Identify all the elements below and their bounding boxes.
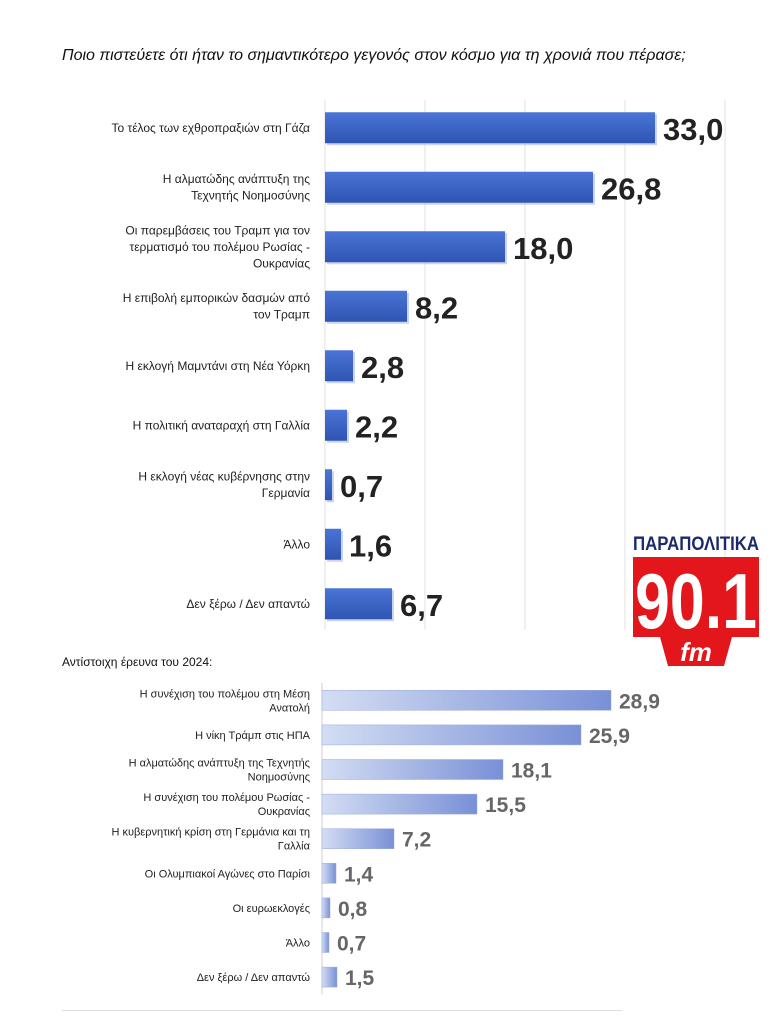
bar-2024 (321, 966, 338, 988)
value-label: 1,4 (344, 863, 374, 886)
value-label: 1,6 (349, 528, 392, 563)
category-label: Άλλο (286, 938, 310, 950)
category-label: Η κυβερνητική κρίση στη Γερμάνια και τη Γ… (111, 827, 310, 853)
category-label: Δεν ξέρω / Δεν απαντώ (197, 972, 311, 984)
chart-2025-category-labels: Το τέλος των εχθροπραξιών στη Γάζα Η αλμα… (111, 121, 310, 611)
bar-2024 (321, 932, 330, 953)
value-label: 18,1 (511, 760, 552, 783)
bottom-divider (62, 1010, 622, 1011)
value-label: 7,2 (402, 829, 431, 852)
bar-2024 (321, 759, 504, 780)
category-label: Η εκλογή Μαμντάνι στη Νέα Υόρκη (125, 359, 310, 373)
chart-2025-bars (325, 112, 657, 622)
category-label: Δεν ξέρω / Δεν απαντώ (186, 597, 310, 611)
value-label: 6,7 (400, 588, 443, 623)
bar-2025 (325, 171, 593, 203)
category-label: Η συνέχιση του πολέμου στη Μέση Ανατολή (140, 688, 310, 714)
chart-2024-bars (321, 690, 612, 988)
value-label: 2,8 (361, 350, 404, 385)
chart-2024-value-labels: 28,9 25,9 18,1 15,5 7,2 1,4 0,8 0,7 1,5 (337, 690, 660, 990)
category-label: Οι ευρωεκλογές (233, 903, 310, 915)
bar-2025 (325, 290, 407, 322)
category-label: Η εκλογή νέας κυβέρνησης στην Γερμανία (138, 470, 310, 501)
value-label: 0,7 (337, 933, 366, 956)
value-label: 28,9 (619, 690, 660, 713)
bar-2025 (325, 409, 347, 441)
category-label: Η πολιτική αναταραχή στη Γαλλία (133, 418, 310, 432)
bar-2025 (325, 469, 332, 501)
category-label: Η αλματώδης ανάπτυξη της Τεχνητής Νοημοσύ… (163, 172, 310, 203)
logo-number: 90.1 (635, 557, 757, 645)
value-label: 15,5 (485, 794, 526, 817)
category-label: Η συνέχιση του πολέμου Ρωσίας -Ουκρανίας (143, 792, 310, 818)
logo-red-block (633, 557, 759, 637)
chart-title: Ποιο πιστεύετε ότι ήταν το σημαντικότερο… (62, 47, 686, 64)
bar-2024 (321, 793, 478, 815)
chart-2025: Το τέλος των εχθροπραξιών στη Γάζα Η αλμα… (111, 100, 726, 630)
value-label: 2,2 (355, 409, 398, 444)
bar-2024 (321, 863, 337, 884)
category-label: Άλλο (283, 537, 310, 551)
value-label: 0,7 (340, 469, 383, 504)
bar-2024 (321, 828, 395, 849)
bar-2025 (325, 350, 353, 382)
logo-fm-tab (660, 637, 732, 666)
bar-2024 (321, 897, 331, 919)
bar-2025 (325, 112, 655, 144)
value-label: 26,8 (601, 171, 661, 206)
bar-2024 (321, 724, 582, 746)
value-label: 18,0 (513, 231, 573, 266)
category-label: Η νίκη Τράμπ στις ΗΠΑ (195, 730, 311, 742)
category-label: Οι Ολυμπιακοί Αγώνες στο Παρίσι (145, 868, 311, 880)
bar-2025 (325, 588, 392, 620)
value-label: 25,9 (589, 725, 630, 748)
parapolitika-logo: ΠΑΡΑΠΟΛΙΤΙΚΑ 90.1 fm (633, 534, 759, 667)
bar-2024 (321, 690, 612, 711)
logo-top-text: ΠΑΡΑΠΟΛΙΤΙΚΑ (633, 534, 759, 555)
chart-2025-value-labels: 33,026,8 18,0 8,2 2,8 2,2 0,7 1,66,7 (340, 112, 723, 623)
bar-2025 (325, 528, 341, 560)
category-label: Οι παρεμβάσεις του Τραμπ για τον τερματισ… (125, 223, 310, 270)
value-label: 0,8 (338, 898, 368, 921)
value-label: 8,2 (415, 290, 458, 325)
comparison-subtitle: Αντίστοιχη έρευνα του 2024: (62, 655, 213, 669)
category-label: Η αλματώδης ανάπτυξη της Τεχνητής Νοημοσύ… (129, 758, 310, 784)
bar-2025 (325, 231, 505, 263)
category-label: Το τέλος των εχθροπραξιών στη Γάζα (111, 121, 310, 135)
chart-2024-category-labels: Η συνέχιση του πολέμου στη Μέση Ανατολή Η … (111, 688, 310, 984)
logo-fm-text: fm (680, 637, 712, 667)
value-label: 1,5 (345, 967, 375, 990)
value-label: 33,0 (663, 112, 723, 147)
category-label: Η επιβολή εμπορικών δασμών από τον Τραμπ (123, 291, 311, 322)
